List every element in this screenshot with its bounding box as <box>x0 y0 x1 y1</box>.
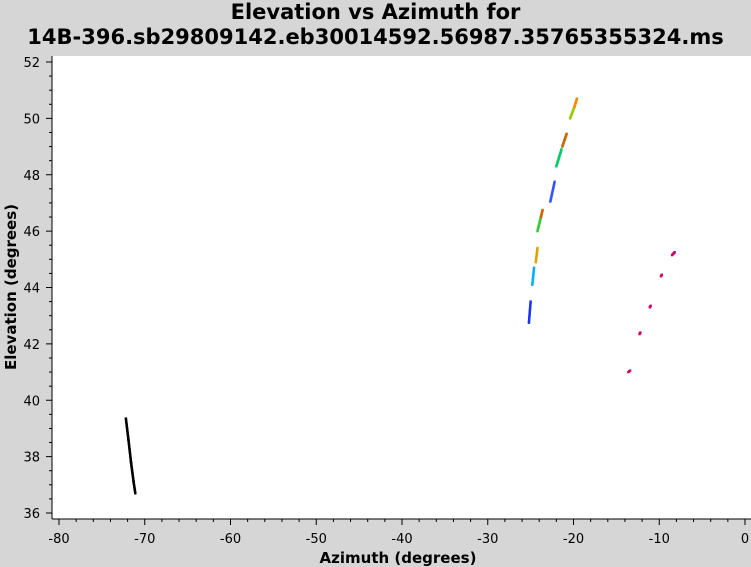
x-tick-label: -40 <box>391 532 412 547</box>
series-13 <box>648 304 652 309</box>
y-tick-label: 50 <box>23 112 40 127</box>
series-7 <box>555 148 563 168</box>
chart-title: Elevation vs Azimuth for 14B-396.sb29809… <box>0 0 751 56</box>
series-11 <box>627 369 632 374</box>
series-6 <box>549 180 556 203</box>
data-point <box>553 180 556 183</box>
data-point <box>575 97 579 100</box>
y-tick-label: 46 <box>23 225 40 240</box>
data-point <box>532 266 536 269</box>
y-tick-label: 40 <box>23 394 40 409</box>
x-tick-label: 0 <box>741 532 749 547</box>
series-8 <box>561 132 568 148</box>
x-axis: -80 -70 -60 -50 -40 -30 -20 -10 0 <box>48 518 751 547</box>
x-tick-label: -30 <box>477 532 498 547</box>
x-tick-label: -10 <box>649 532 670 547</box>
plot-background <box>52 56 751 519</box>
series-10 <box>573 97 579 109</box>
y-tick-label: 52 <box>23 56 40 71</box>
data-point <box>628 369 632 372</box>
y-tick-label: 42 <box>23 338 40 353</box>
y-tick-label: 38 <box>23 451 40 466</box>
data-point <box>541 208 544 212</box>
x-tick-label: -20 <box>563 532 584 547</box>
x-tick-label: -80 <box>48 532 69 547</box>
series-2 <box>531 266 536 286</box>
data-marks <box>124 97 676 495</box>
chart-title-line1: Elevation vs Azimuth for <box>230 0 521 24</box>
series-3 <box>534 246 539 264</box>
data-point <box>649 304 652 308</box>
data-point <box>565 132 568 136</box>
series-14 <box>659 273 664 278</box>
y-axis: 36 38 40 42 44 46 48 50 52 <box>23 56 53 522</box>
data-point <box>673 251 676 254</box>
series-5 <box>539 208 544 219</box>
series-0 <box>124 417 137 495</box>
x-axis-label: Azimuth (degrees) <box>320 549 477 567</box>
data-point <box>660 273 664 277</box>
data-point <box>529 300 532 303</box>
series-12 <box>638 331 642 336</box>
y-tick-label: 36 <box>23 507 40 522</box>
data-point <box>134 492 137 495</box>
y-tick-label: 44 <box>23 282 40 297</box>
x-tick-label: -50 <box>306 532 327 547</box>
x-tick-label: -70 <box>134 532 155 547</box>
data-point <box>536 246 539 250</box>
series-1 <box>527 300 532 324</box>
x-tick-label: -60 <box>220 532 241 547</box>
chart-title-line2: 14B-396.sb29809142.eb30014592.56987.3576… <box>27 25 724 49</box>
data-point <box>560 148 563 151</box>
data-point <box>639 331 642 334</box>
series-15 <box>670 251 676 257</box>
y-tick-label: 48 <box>23 169 40 184</box>
y-axis-label: Elevation (degrees) <box>2 204 20 370</box>
